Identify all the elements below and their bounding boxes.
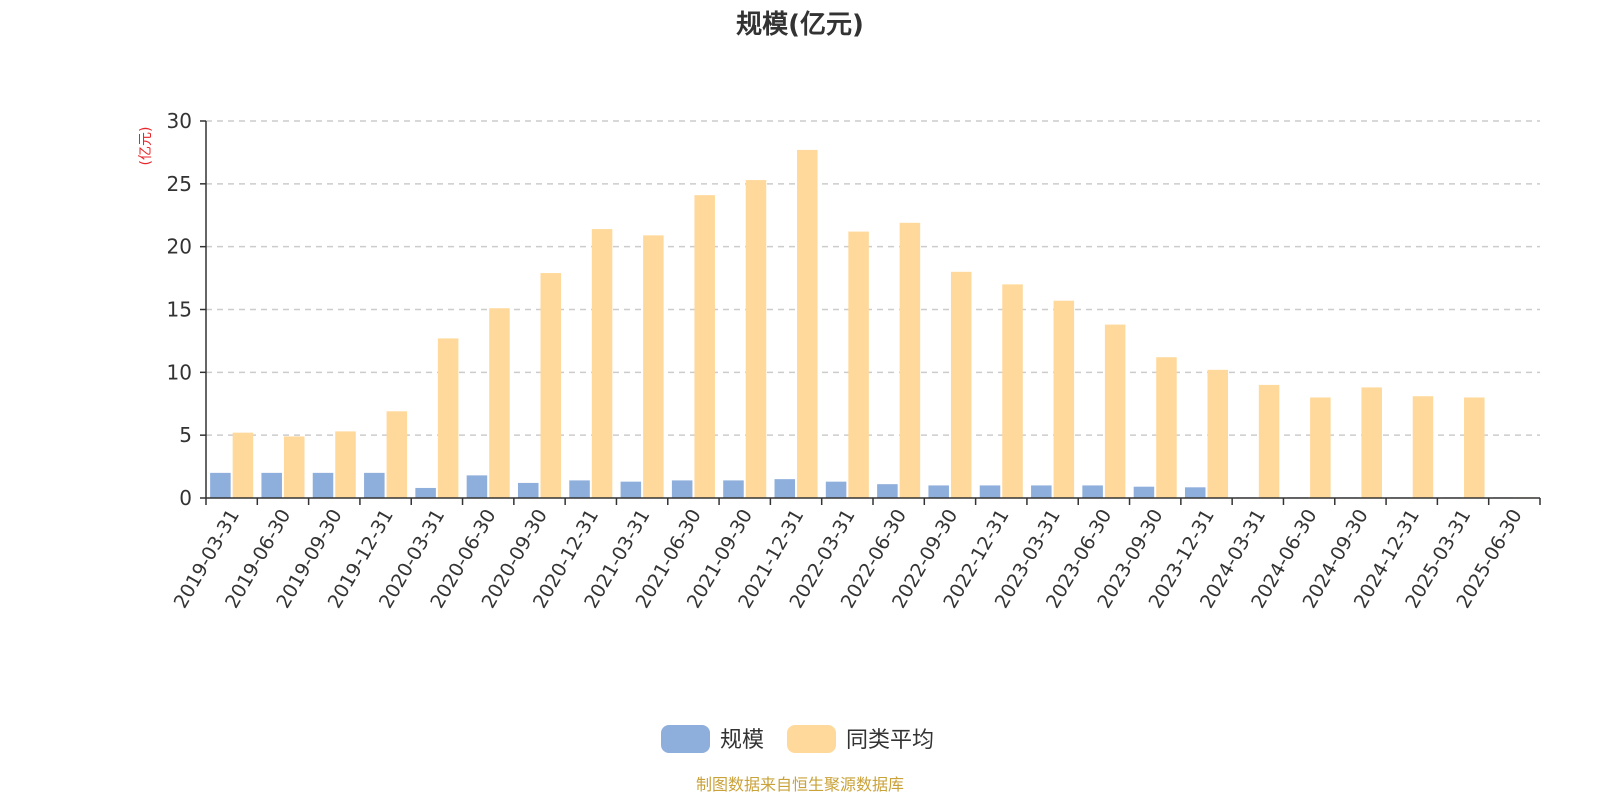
bar-scale[interactable] bbox=[1184, 487, 1206, 498]
bar-peer-average[interactable] bbox=[1002, 284, 1023, 498]
bar-scale[interactable] bbox=[517, 482, 539, 498]
bar-peer-average[interactable] bbox=[643, 235, 664, 498]
bar-scale[interactable] bbox=[415, 487, 436, 498]
grid-lines bbox=[206, 120, 1540, 436]
bar-scale[interactable] bbox=[364, 472, 385, 498]
bar-peer-average[interactable] bbox=[437, 338, 459, 498]
bar-peer-average[interactable] bbox=[1053, 300, 1075, 498]
y-tick-label: 5 bbox=[179, 423, 192, 447]
bar-peer-average[interactable] bbox=[1464, 397, 1485, 498]
y-tick-label: 20 bbox=[167, 235, 192, 259]
bar-peer-average[interactable] bbox=[540, 273, 562, 498]
bar-scale[interactable] bbox=[774, 479, 796, 498]
bar-scale[interactable] bbox=[1031, 485, 1052, 498]
bar-scale[interactable] bbox=[466, 475, 488, 498]
bar-peer-average[interactable] bbox=[232, 432, 254, 498]
bar-scale[interactable] bbox=[877, 484, 898, 498]
y-tick-label: 30 bbox=[167, 109, 192, 133]
bar-scale[interactable] bbox=[928, 485, 949, 498]
source-note: 制图数据来自恒生聚源数据库 bbox=[696, 775, 904, 794]
legend-swatch-scale[interactable] bbox=[661, 725, 710, 753]
bar-peer-average[interactable] bbox=[1207, 369, 1229, 498]
bar-scale[interactable] bbox=[671, 480, 693, 498]
bar-peer-average[interactable] bbox=[1258, 384, 1280, 498]
bar-peer-average[interactable] bbox=[1156, 357, 1177, 498]
bar-scale[interactable] bbox=[979, 485, 1001, 498]
bar-peer-average[interactable] bbox=[694, 195, 715, 499]
y-tick-label: 0 bbox=[179, 486, 192, 510]
y-tick-labels: 0 5 10 15 20 25 30 bbox=[167, 109, 192, 510]
bar-scale[interactable] bbox=[723, 480, 744, 498]
bar-scale[interactable] bbox=[210, 472, 231, 498]
bar-peer-average[interactable] bbox=[848, 231, 869, 498]
bar-peer-average[interactable] bbox=[950, 271, 972, 498]
y-axis-unit-label: (亿元) bbox=[138, 127, 154, 166]
bar-peer-average[interactable] bbox=[386, 411, 408, 498]
y-tick-label: 15 bbox=[167, 298, 192, 322]
bar-scale[interactable] bbox=[261, 472, 282, 498]
bar-scale[interactable] bbox=[569, 480, 590, 498]
y-tick-label: 10 bbox=[167, 360, 192, 384]
bar-scale[interactable] bbox=[825, 481, 847, 498]
axes bbox=[200, 120, 1541, 505]
bar-scale[interactable] bbox=[1133, 486, 1155, 498]
bar-peer-average[interactable] bbox=[335, 431, 356, 498]
legend-swatch-peer-average[interactable] bbox=[787, 725, 836, 753]
bars bbox=[210, 149, 1536, 499]
bar-peer-average[interactable] bbox=[283, 436, 305, 498]
bar-peer-average[interactable] bbox=[1361, 387, 1382, 498]
bar-scale[interactable] bbox=[312, 472, 334, 498]
legend[interactable]: 规模 同类平均 bbox=[661, 725, 934, 753]
bar-peer-average[interactable] bbox=[745, 180, 767, 498]
bar-peer-average[interactable] bbox=[899, 222, 921, 499]
bar-peer-average[interactable] bbox=[591, 229, 613, 498]
bar-peer-average[interactable] bbox=[1412, 396, 1434, 498]
chart-title: 规模(亿元) bbox=[736, 10, 864, 40]
bar-peer-average[interactable] bbox=[1310, 397, 1331, 498]
x-tick-labels: 2019-03-312019-06-302019-09-302019-12-31… bbox=[170, 506, 1527, 613]
legend-label-peer-average[interactable]: 同类平均 bbox=[846, 728, 934, 753]
bar-scale[interactable] bbox=[1082, 485, 1103, 498]
bar-peer-average[interactable] bbox=[1104, 324, 1126, 498]
bar-peer-average[interactable] bbox=[489, 308, 510, 498]
bar-peer-average[interactable] bbox=[797, 149, 818, 499]
legend-label-scale[interactable]: 规模 bbox=[720, 728, 764, 753]
bar-scale[interactable] bbox=[620, 481, 642, 498]
y-tick-label: 25 bbox=[167, 172, 192, 196]
